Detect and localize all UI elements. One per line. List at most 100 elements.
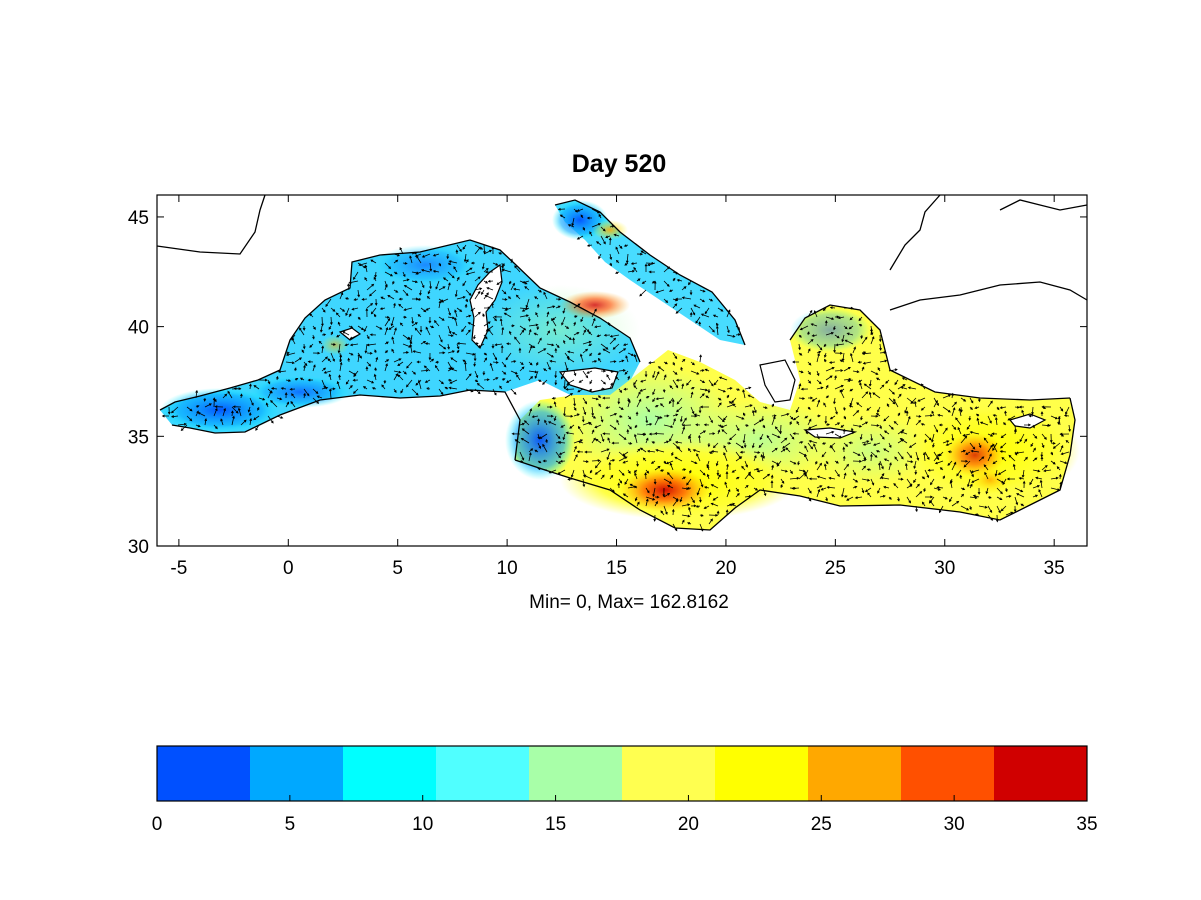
- vector-arrow: [717, 397, 722, 401]
- vector-arrow: [968, 415, 972, 421]
- vector-arrow: [1007, 415, 1016, 421]
- vector-arrow: [626, 428, 630, 435]
- vector-arrow: [618, 478, 623, 484]
- vector-arrow: [353, 298, 359, 301]
- vector-arrow: [374, 367, 378, 372]
- vector-arrow: [1059, 432, 1070, 436]
- vector-arrow: [426, 295, 431, 300]
- vector-arrow: [425, 326, 431, 336]
- vector-arrow: [528, 328, 532, 336]
- vector-arrow: [965, 451, 971, 455]
- vector-arrow: [582, 406, 587, 416]
- vector-arrow: [735, 442, 744, 449]
- vector-arrow: [854, 496, 863, 500]
- vector-arrow: [960, 493, 965, 498]
- vector-arrow: [861, 421, 869, 426]
- vector-arrow: [868, 391, 872, 399]
- vector-arrow: [798, 343, 801, 351]
- vector-arrow: [789, 476, 800, 480]
- vector-arrow: [438, 300, 442, 309]
- vector-arrow: [686, 478, 692, 486]
- vector-arrow: [1041, 433, 1047, 440]
- vector-arrow: [904, 462, 908, 471]
- vector-arrow: [364, 264, 368, 273]
- vector-arrow: [503, 312, 512, 318]
- vector-arrow: [505, 352, 512, 361]
- vector-arrow: [609, 337, 617, 345]
- vector-arrow: [213, 407, 218, 417]
- vector-arrow: [600, 343, 609, 350]
- vector-arrow: [782, 442, 791, 449]
- colorbar-segment: [622, 746, 716, 801]
- vector-arrow: [553, 401, 557, 408]
- vector-arrow: [501, 370, 507, 375]
- vector-arrow: [825, 460, 829, 465]
- vector-arrow: [417, 379, 422, 390]
- vector-arrow: [897, 393, 902, 399]
- vector-arrow: [920, 423, 926, 426]
- vector-arrow: [1032, 457, 1038, 462]
- vector-arrow: [644, 263, 648, 272]
- vector-arrow: [353, 388, 359, 394]
- vector-arrow: [222, 407, 226, 417]
- vector-arrow: [366, 343, 377, 347]
- peloponnese: [759, 359, 796, 403]
- vector-arrow: [724, 481, 728, 489]
- vector-arrow: [565, 387, 575, 391]
- vector-arrow: [534, 449, 539, 453]
- vector-arrow: [247, 406, 251, 413]
- vector-arrow: [1032, 485, 1040, 489]
- vector-arrow: [330, 342, 337, 346]
- vector-arrow: [545, 438, 549, 444]
- vector-arrow: [416, 255, 422, 264]
- vector-arrow: [249, 417, 253, 426]
- vector-arrow: [623, 387, 629, 391]
- vector-arrow: [949, 496, 953, 503]
- vector-arrow: [615, 259, 620, 264]
- vector-arrow: [825, 496, 828, 502]
- vector-arrow: [301, 349, 305, 354]
- vector-arrow: [639, 447, 647, 453]
- vector-arrow: [605, 406, 611, 409]
- vector-arrow: [824, 415, 828, 425]
- vector-arrow: [906, 496, 911, 504]
- vector-arrow: [834, 469, 840, 477]
- vector-arrow: [186, 406, 193, 412]
- vector-arrow: [519, 451, 525, 461]
- vector-arrow: [879, 424, 882, 430]
- vector-arrow: [645, 469, 650, 474]
- vector-arrow: [959, 474, 963, 480]
- vector-arrow: [510, 370, 518, 375]
- vector-arrow: [924, 439, 927, 444]
- vector-arrow: [753, 419, 763, 426]
- vector-arrow: [438, 262, 441, 267]
- vector-arrow: [330, 352, 335, 362]
- vector-arrow: [267, 415, 274, 424]
- vector-arrow: [1050, 460, 1056, 465]
- vector-arrow: [455, 249, 459, 255]
- vector-arrow: [942, 406, 951, 413]
- vector-arrow: [723, 445, 728, 453]
- vector-arrow: [699, 523, 704, 532]
- vector-arrow: [687, 522, 692, 525]
- vector-arrow: [780, 437, 788, 444]
- vector-arrow: [857, 379, 863, 383]
- vector-arrow: [969, 496, 978, 500]
- vector-arrow: [483, 334, 488, 340]
- vector-arrow: [647, 262, 656, 267]
- vector-arrow: [852, 485, 858, 489]
- vector-arrow: [995, 514, 999, 523]
- vector-arrow: [564, 393, 574, 399]
- vector-arrow: [748, 473, 755, 480]
- vector-arrow: [710, 502, 719, 507]
- vector-arrow: [605, 235, 611, 239]
- vector-arrow: [689, 469, 692, 474]
- vector-arrow: [630, 262, 638, 265]
- vector-arrow: [780, 469, 788, 473]
- colorbar-segment: [715, 746, 809, 801]
- vector-arrow: [816, 462, 822, 471]
- vector-arrow: [285, 379, 292, 382]
- vector-arrow: [707, 388, 711, 394]
- vector-arrow: [447, 334, 454, 337]
- vector-arrow: [861, 352, 872, 356]
